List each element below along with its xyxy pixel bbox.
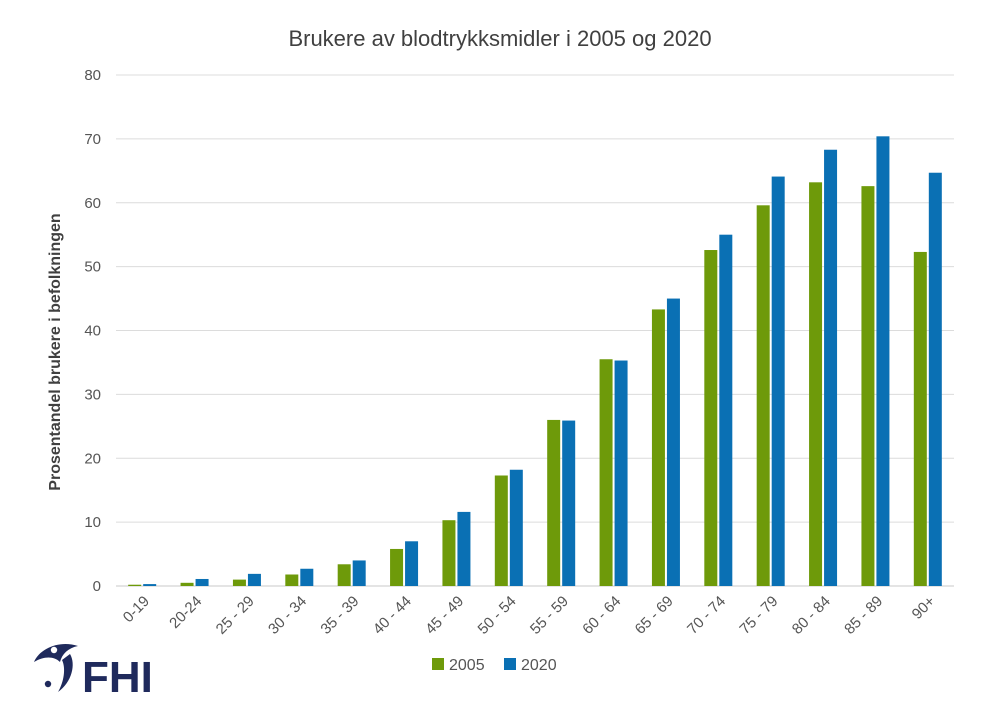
bars <box>128 136 942 586</box>
x-tick-label: 0-19 <box>120 593 153 626</box>
x-tick-label: 60 - 64 <box>579 593 624 638</box>
bar-2005-50-54 <box>494 475 508 586</box>
x-tick-label: 20-24 <box>166 593 205 632</box>
bar-2005-40-44 <box>390 548 404 586</box>
bar-2005-35-39 <box>337 564 351 586</box>
bar-2020-65-69 <box>666 298 680 586</box>
bar-2005-75-79 <box>756 205 770 586</box>
y-tick-label: 50 <box>84 259 101 276</box>
bar-2005-45-49 <box>442 520 456 586</box>
bar-2005-70-74 <box>704 250 718 586</box>
x-tick-label: 50 - 54 <box>475 593 520 638</box>
y-axis-label: Prosentandel brukere i befolkningen <box>47 213 64 490</box>
x-tick-label: 30 - 34 <box>265 593 310 638</box>
y-axis-ticks: 0 10 20 30 40 50 60 70 80 <box>84 67 101 595</box>
x-axis-ticks: 0-19 20-24 25 - 29 30 - 34 35 - 39 40 - 44 45 … <box>120 593 939 638</box>
bar-2020-85-89 <box>876 136 890 586</box>
bar-2020-45-49 <box>457 511 471 586</box>
bar-2005-65-69 <box>651 309 665 586</box>
fhi-emblem-icon <box>34 643 78 692</box>
bar-2020-80-84 <box>824 149 838 586</box>
bar-2005-25-29 <box>232 579 246 586</box>
y-tick-label: 80 <box>84 67 101 84</box>
legend: 2005 2020 <box>432 657 557 674</box>
bar-2005-55-59 <box>547 419 561 586</box>
y-tick-label: 30 <box>84 386 101 403</box>
bar-2005-0-19 <box>128 584 142 586</box>
bar-2005-30-34 <box>285 574 299 586</box>
bar-2005-20-24 <box>180 582 194 586</box>
y-tick-label: 40 <box>84 323 101 340</box>
bar-2020-20-24 <box>195 578 209 586</box>
legend-label-2020: 2020 <box>521 657 557 674</box>
bar-2020-40-44 <box>405 541 419 586</box>
x-tick-label: 85 - 89 <box>841 593 886 638</box>
y-tick-label: 10 <box>84 514 101 531</box>
x-tick-label: 25 - 29 <box>213 593 258 638</box>
x-tick-label: 80 - 84 <box>789 593 834 638</box>
bar-2020-50-54 <box>509 469 523 586</box>
y-tick-label: 20 <box>84 450 101 467</box>
bar-2020-25-29 <box>247 573 261 586</box>
bar-2005-85-89 <box>861 186 875 586</box>
fhi-logo-text: FHI <box>82 653 153 702</box>
gridlines <box>116 74 954 587</box>
bar-2020-90+ <box>928 172 942 586</box>
x-tick-label: 40 - 44 <box>370 593 415 638</box>
bar-2005-80-84 <box>809 182 823 586</box>
x-tick-label: 70 - 74 <box>684 593 729 638</box>
bar-2020-60-64 <box>614 360 628 586</box>
x-tick-label: 35 - 39 <box>317 593 362 638</box>
y-tick-label: 60 <box>84 195 101 212</box>
chart-title: Brukere av blodtrykksmidler i 2005 og 20… <box>288 26 711 51</box>
legend-swatch-2020 <box>504 658 516 670</box>
bar-2020-55-59 <box>562 420 576 586</box>
bar-2020-0-19 <box>143 584 157 586</box>
bar-2005-90+ <box>913 251 927 586</box>
y-tick-label: 70 <box>84 131 101 148</box>
x-tick-label: 75 - 79 <box>736 593 781 638</box>
bar-2020-35-39 <box>352 560 366 586</box>
x-tick-label: 65 - 69 <box>632 593 677 638</box>
bar-2005-60-64 <box>599 359 613 586</box>
legend-label-2005: 2005 <box>449 657 485 674</box>
x-tick-label: 55 - 59 <box>527 593 572 638</box>
bar-2020-30-34 <box>300 568 314 586</box>
bar-2020-75-79 <box>771 176 785 586</box>
y-tick-label: 0 <box>93 578 101 595</box>
legend-swatch-2005 <box>432 658 444 670</box>
bar-2020-70-74 <box>719 234 733 586</box>
x-tick-label: 90+ <box>909 593 939 623</box>
fhi-logo: FHI <box>34 643 153 702</box>
x-tick-label: 45 - 49 <box>422 593 467 638</box>
